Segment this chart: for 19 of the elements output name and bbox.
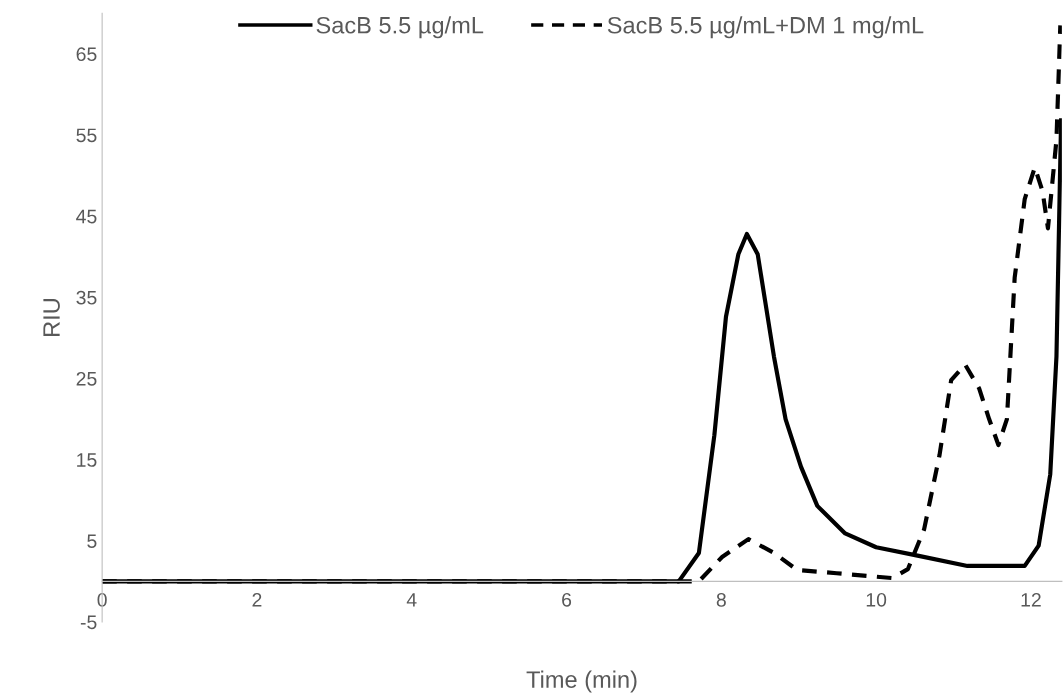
y-tick-label: 65: [76, 47, 97, 62]
y-tick-label: 35: [76, 290, 97, 305]
x-tick-label: 12: [1021, 592, 1041, 607]
y-tick-label: 5: [87, 534, 97, 548]
y-tick-label: 55: [76, 128, 97, 143]
x-tick-label: 2: [252, 592, 262, 607]
y-tick-label: 15: [77, 453, 97, 467]
legend-label: SacB 5.5 µg/mL: [316, 16, 484, 39]
y-tick-label: -5: [80, 615, 97, 630]
x-tick-label: 10: [866, 592, 887, 607]
x-tick-label: 0: [97, 592, 107, 607]
x-tick-label: 6: [562, 592, 572, 607]
legend-label: SacB 5.5 µg/mL+DM 1 mg/mL: [607, 16, 924, 39]
y-axis-title: RIU: [43, 299, 60, 336]
x-axis-title: Time (min): [526, 670, 637, 693]
x-tick-label: 4: [406, 593, 417, 607]
y-tick-label: 25: [76, 371, 97, 386]
x-tick-label: 8: [716, 592, 726, 607]
y-tick-label: 45: [76, 209, 97, 224]
